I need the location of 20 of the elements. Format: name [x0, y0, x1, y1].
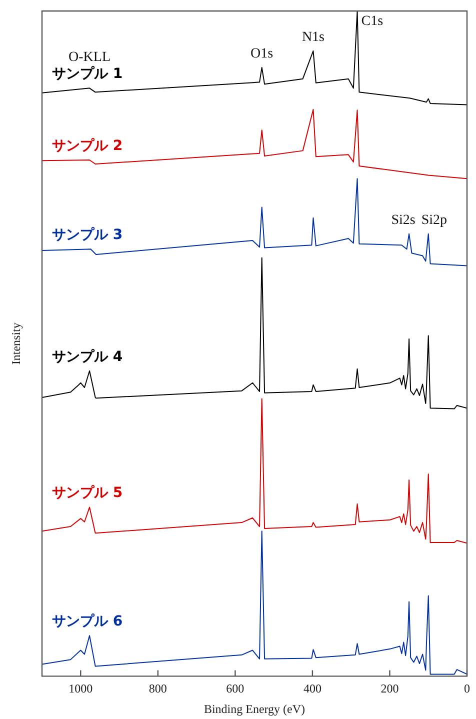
x-tick-label: 800: [148, 682, 167, 696]
series-label: サンプル 5: [52, 484, 123, 502]
annotation: C1s: [361, 14, 384, 29]
annotation: O-KLL: [68, 50, 111, 66]
series-label: サンプル 4: [52, 348, 123, 365]
annotation: Si2s: [391, 212, 416, 228]
series-label: サンプル 1: [52, 65, 123, 82]
x-tick-label: 0: [464, 682, 470, 696]
annotation: N1s: [302, 30, 325, 45]
x-axis-title: Binding Energy (eV): [204, 702, 306, 716]
x-tick-label: 400: [303, 682, 322, 696]
y-axis-title: Intensity: [9, 322, 24, 365]
x-tick-label: 200: [380, 682, 399, 696]
series-label: サンプル 3: [52, 226, 123, 244]
series-label: サンプル 2: [52, 137, 123, 154]
annotation: Si2p: [421, 212, 448, 228]
x-tick-label: 1000: [68, 682, 93, 696]
annotation: O1s: [250, 46, 274, 62]
x-tick-label: 600: [226, 682, 244, 696]
series-label: サンプル 6: [52, 612, 123, 630]
